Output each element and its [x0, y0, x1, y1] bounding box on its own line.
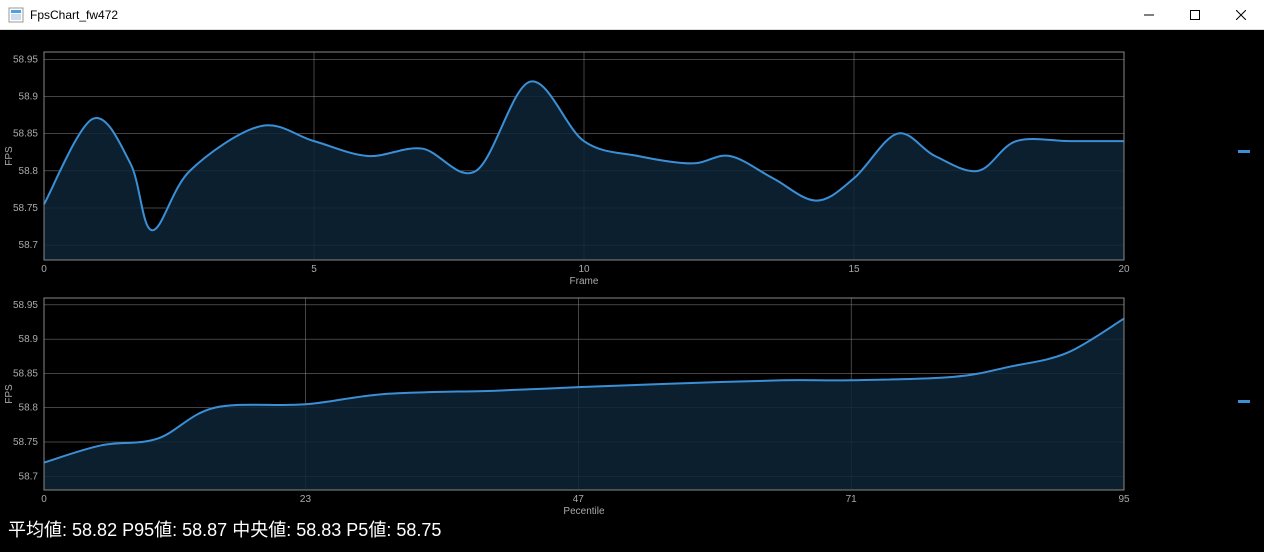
- app-icon: [8, 7, 24, 23]
- svg-text:15: 15: [848, 264, 860, 275]
- legend-marker-percentile: [1238, 400, 1250, 403]
- svg-text:58.85: 58.85: [13, 368, 38, 379]
- svg-text:20: 20: [1118, 264, 1130, 275]
- median-value: 58.83: [296, 520, 341, 540]
- svg-text:0: 0: [41, 264, 47, 275]
- svg-text:Frame: Frame: [570, 276, 599, 287]
- svg-text:FPS: FPS: [4, 146, 15, 166]
- svg-text:58.9: 58.9: [19, 334, 39, 345]
- svg-text:47: 47: [573, 494, 585, 505]
- svg-text:58.8: 58.8: [19, 166, 39, 177]
- svg-text:0: 0: [41, 494, 47, 505]
- frame-chart: 58.7 58.75 58.8 58.85 58.9 58.95 0 5 10 15 20 Frame…: [0, 30, 1264, 290]
- svg-text:71: 71: [846, 494, 858, 505]
- window-titlebar: FpsChart_fw472: [0, 0, 1264, 30]
- maximize-button[interactable]: [1172, 0, 1218, 29]
- maximize-icon: [1190, 10, 1200, 20]
- svg-text:58.7: 58.7: [19, 471, 39, 482]
- svg-text:58.95: 58.95: [13, 300, 38, 311]
- p5-value: 58.75: [396, 520, 441, 540]
- svg-text:58.7: 58.7: [19, 240, 39, 251]
- svg-text:58.85: 58.85: [13, 129, 38, 140]
- legend-marker-frame: [1238, 150, 1250, 153]
- window-title: FpsChart_fw472: [30, 8, 118, 22]
- stats-bar: 平均値: 58.82 P95値: 58.87 中央値: 58.83 P5値: 5…: [0, 516, 1264, 542]
- titlebar-left: FpsChart_fw472: [0, 7, 118, 23]
- titlebar-controls: [1126, 0, 1264, 29]
- svg-text:23: 23: [300, 494, 312, 505]
- minimize-icon: [1144, 10, 1154, 20]
- svg-text:58.75: 58.75: [13, 203, 38, 214]
- close-icon: [1236, 10, 1246, 20]
- svg-text:58.9: 58.9: [19, 92, 39, 103]
- mean-label: 平均値:: [8, 520, 67, 540]
- svg-text:10: 10: [578, 264, 590, 275]
- svg-text:FPS: FPS: [4, 384, 15, 404]
- p5-label: P5値:: [346, 520, 391, 540]
- svg-text:58.8: 58.8: [19, 403, 39, 414]
- svg-text:58.75: 58.75: [13, 437, 38, 448]
- p95-value: 58.87: [182, 520, 227, 540]
- median-label: 中央値:: [232, 520, 291, 540]
- app-body: 58.7 58.75 58.8 58.85 58.9 58.95 0 5 10 15 20 Frame…: [0, 30, 1264, 552]
- minimize-button[interactable]: [1126, 0, 1172, 29]
- percentile-chart: 58.758.7558.858.8558.958.95023477195Pece…: [0, 290, 1264, 520]
- svg-text:5: 5: [311, 264, 317, 275]
- p95-label: P95値:: [122, 520, 177, 540]
- svg-text:95: 95: [1118, 494, 1130, 505]
- close-button[interactable]: [1218, 0, 1264, 29]
- svg-text:58.95: 58.95: [13, 54, 38, 65]
- mean-value: 58.82: [72, 520, 117, 540]
